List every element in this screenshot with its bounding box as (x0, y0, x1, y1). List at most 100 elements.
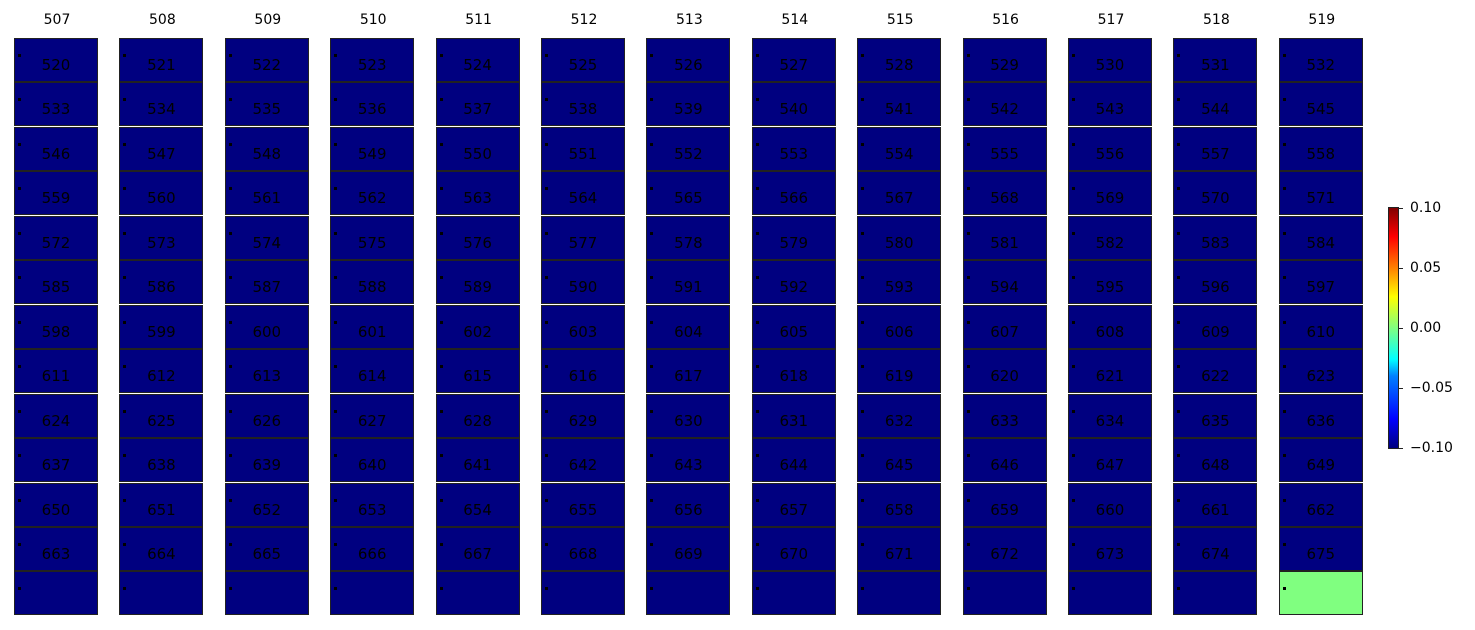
cell-label: 534 (147, 100, 176, 119)
cell-label: 599 (147, 322, 176, 341)
marker-dot (545, 542, 548, 546)
heatmap-cell: 611 (14, 349, 98, 394)
heatmap-cell: 607 (962, 304, 1047, 349)
cell-label: 596 (1201, 278, 1230, 297)
cell-label: 674 (1201, 544, 1230, 563)
marker-dot (861, 142, 865, 146)
cell-label: 673 (1095, 544, 1125, 563)
heatmap-cell: 626 (224, 393, 309, 438)
heatmap-cell (1173, 571, 1258, 616)
heatmap-cell: 575 (330, 215, 415, 260)
cell-label: 552 (674, 144, 703, 163)
cell-label: 645 (884, 456, 914, 475)
column-title: 511 (465, 12, 492, 28)
cell-label: 587 (252, 278, 282, 297)
heatmap-cell (119, 571, 204, 616)
heatmap-cell: 648 (1173, 438, 1258, 483)
marker-dot (334, 142, 338, 146)
cell-label: 589 (463, 278, 492, 297)
heatmap-cell: 521 (119, 38, 204, 82)
marker-dot (861, 454, 865, 458)
marker-dot (650, 454, 654, 458)
marker-dot (755, 498, 759, 502)
marker-dot (1282, 365, 1286, 369)
heatmap-cell: 629 (541, 393, 625, 438)
heatmap-cell: 614 (330, 349, 415, 394)
heatmap-cell: 568 (962, 171, 1047, 216)
marker-dot (439, 231, 443, 235)
heatmap-cell: 535 (224, 82, 309, 127)
marker-dot (545, 498, 548, 502)
marker-dot (18, 498, 21, 502)
marker-dot (334, 187, 338, 191)
heatmap-cell: 628 (435, 393, 520, 438)
cell-label: 585 (41, 278, 71, 297)
marker-dot (334, 409, 338, 413)
marker-dot (755, 276, 759, 280)
heatmap-cell: 623 (1278, 349, 1363, 394)
heatmap-cell: 579 (751, 215, 836, 260)
marker-dot (861, 409, 865, 413)
cell-label: 537 (463, 100, 492, 119)
cell-label: 664 (147, 544, 176, 563)
cell-label: 528 (884, 56, 914, 74)
heatmap-cell: 583 (1173, 215, 1258, 260)
heatmap-cell: 553 (751, 126, 836, 171)
cell-label: 658 (884, 500, 914, 519)
marker-dot (439, 187, 443, 191)
heatmap-cell: 670 (751, 526, 836, 571)
cell-label: 548 (252, 144, 282, 163)
heatmap-cell: 619 (857, 349, 942, 394)
marker-dot (334, 98, 338, 102)
cell-label: 594 (990, 278, 1019, 297)
marker-dot (650, 320, 654, 324)
cell-label: 609 (1201, 322, 1230, 341)
heatmap-cell: 657 (751, 482, 836, 527)
marker-dot (1072, 231, 1075, 235)
marker-dot (966, 365, 970, 369)
heatmap-cell: 616 (541, 349, 625, 394)
heatmap-cell: 606 (857, 304, 942, 349)
cell-label: 540 (779, 100, 809, 119)
marker-dot (123, 187, 127, 191)
heatmap-cell: 596 (1173, 260, 1258, 305)
marker-dot (966, 231, 970, 235)
marker-dot (1282, 542, 1286, 546)
heatmap-cell: 665 (224, 526, 309, 571)
marker-dot (861, 187, 865, 191)
marker-dot (439, 54, 443, 57)
cell-label: 620 (990, 367, 1019, 386)
cell-label: 565 (674, 189, 703, 208)
cell-label: 575 (357, 233, 387, 252)
heatmap-cell: 638 (119, 438, 204, 483)
marker-dot (123, 142, 127, 146)
cell-label: 559 (41, 189, 71, 208)
marker-dot (228, 454, 232, 458)
cell-label: 561 (252, 189, 282, 208)
heatmap-cell: 585 (14, 260, 98, 305)
cell-label: 529 (990, 56, 1019, 74)
marker-dot (334, 276, 338, 280)
heatmap-cell: 637 (14, 438, 98, 483)
marker-dot (1177, 498, 1181, 502)
heatmap-cell: 546 (14, 126, 98, 171)
marker-dot (334, 542, 338, 546)
heatmap-cell: 560 (119, 171, 204, 216)
heatmap-cell: 559 (14, 171, 98, 216)
column-title: 519 (1308, 12, 1336, 28)
cell-label: 653 (357, 500, 387, 519)
heatmap-cell: 540 (751, 82, 836, 127)
cell-label: 541 (884, 100, 914, 119)
cell-label: 666 (357, 544, 387, 563)
marker-dot (228, 187, 232, 191)
marker-dot (650, 276, 654, 280)
marker-dot (1282, 98, 1286, 102)
heatmap-cell: 590 (541, 260, 625, 305)
heatmap-cell: 537 (435, 82, 520, 127)
heatmap-cell: 654 (435, 482, 520, 527)
cell-label: 573 (147, 233, 176, 252)
cell-label: 621 (1095, 367, 1125, 386)
cell-label: 644 (779, 456, 809, 475)
marker-dot (18, 587, 21, 591)
heatmap-cell: 584 (1278, 215, 1363, 260)
